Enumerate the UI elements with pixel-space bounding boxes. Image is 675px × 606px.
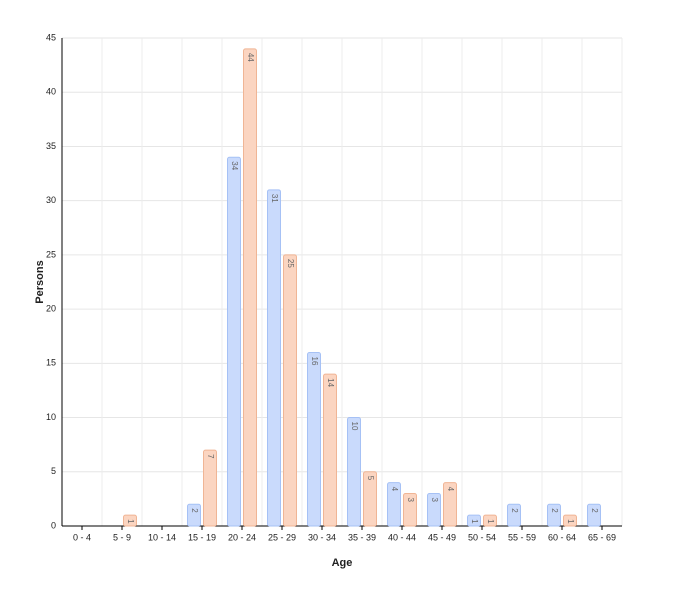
bar [507, 503, 521, 527]
y-tick-label: 15 [46, 358, 56, 368]
y-tick-label: 30 [46, 195, 56, 205]
bar [123, 514, 137, 527]
value-label: 44 [246, 53, 255, 62]
x-tick-label: 10 - 14 [148, 532, 176, 542]
x-axis-title: Age [332, 557, 353, 569]
x-tick-label: 40 - 44 [388, 532, 416, 542]
bar [467, 514, 481, 527]
x-tick-label: 15 - 19 [188, 532, 216, 542]
x-tick-label: 50 - 54 [468, 532, 496, 542]
x-tick-label: 65 - 69 [588, 532, 616, 542]
bar [227, 156, 241, 527]
bar [203, 449, 217, 527]
x-tick-label: 5 - 9 [113, 532, 131, 542]
y-tick-label: 45 [46, 32, 56, 42]
y-tick-label: 10 [46, 412, 56, 422]
value-label: 3 [430, 497, 439, 502]
bar [363, 471, 377, 527]
y-axis-title: Persons [34, 260, 46, 303]
x-tick-label: 45 - 49 [428, 532, 456, 542]
bar [187, 503, 201, 527]
value-label: 5 [366, 476, 375, 481]
x-tick-label: 0 - 4 [73, 532, 91, 542]
value-label: 4 [446, 487, 455, 492]
value-label: 4 [390, 487, 399, 492]
value-label: 14 [326, 378, 335, 387]
bar [283, 254, 297, 527]
y-tick-label: 35 [46, 141, 56, 151]
value-label: 34 [230, 161, 239, 170]
bar [387, 482, 401, 527]
value-label: 2 [550, 508, 559, 513]
x-tick-label: 20 - 24 [228, 532, 256, 542]
value-label: 1 [470, 519, 479, 524]
value-label: 10 [350, 422, 359, 431]
value-label: 16 [310, 356, 319, 365]
value-label: 2 [510, 508, 519, 513]
x-tick-label: 35 - 39 [348, 532, 376, 542]
value-label: 25 [286, 259, 295, 268]
bar [403, 492, 417, 527]
x-tick-label: 30 - 34 [308, 532, 336, 542]
bar [243, 48, 257, 527]
bar [347, 417, 361, 527]
y-tick-label: 20 [46, 303, 56, 313]
bar [427, 492, 441, 527]
bar [307, 351, 321, 527]
y-tick-label: 5 [51, 466, 56, 476]
bar [443, 482, 457, 527]
value-label: 7 [206, 454, 215, 459]
bar [323, 373, 337, 527]
bar [483, 514, 497, 527]
value-label: 2 [590, 508, 599, 513]
value-label: 2 [190, 508, 199, 513]
bar [267, 189, 281, 527]
bar [587, 503, 601, 527]
y-tick-label: 0 [51, 520, 56, 530]
value-label: 1 [126, 519, 135, 524]
bar [547, 503, 561, 527]
value-label: 31 [270, 194, 279, 203]
value-label: 1 [486, 519, 495, 524]
value-label: 1 [566, 519, 575, 524]
y-tick-label: 25 [46, 249, 56, 259]
x-tick-label: 60 - 64 [548, 532, 576, 542]
value-label: 3 [406, 497, 415, 502]
x-tick-label: 55 - 59 [508, 532, 536, 542]
bar [563, 514, 577, 527]
y-tick-label: 40 [46, 87, 56, 97]
x-tick-label: 25 - 29 [268, 532, 296, 542]
